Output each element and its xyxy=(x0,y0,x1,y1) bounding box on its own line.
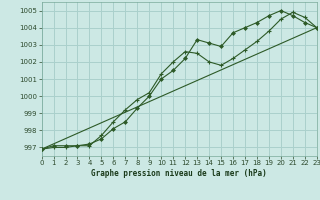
X-axis label: Graphe pression niveau de la mer (hPa): Graphe pression niveau de la mer (hPa) xyxy=(91,169,267,178)
